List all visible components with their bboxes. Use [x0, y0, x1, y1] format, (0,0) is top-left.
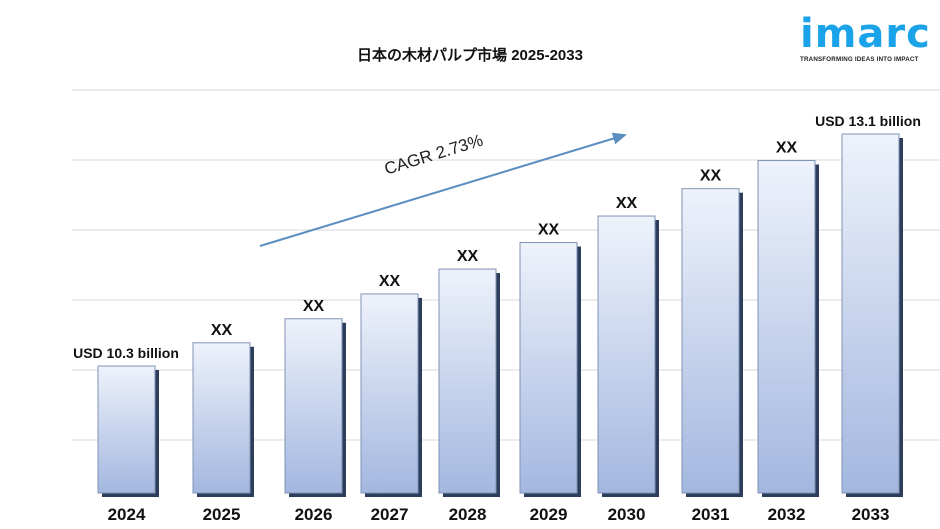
- chart-title: 日本の木材パルプ市場 2025-2033: [357, 47, 583, 64]
- x-tick-label: 2033: [852, 505, 890, 524]
- data-label: XX: [616, 195, 638, 212]
- data-label: XX: [379, 273, 401, 290]
- data-label: USD 13.1 billion: [815, 113, 921, 129]
- x-tick-label: 2026: [295, 505, 333, 524]
- x-tick-label: 2031: [692, 505, 730, 524]
- data-label: XX: [538, 222, 560, 239]
- logo-word: imarc: [800, 11, 931, 57]
- bar-2027: [360, 293, 419, 494]
- data-label: XX: [303, 298, 325, 315]
- data-label: XX: [211, 322, 233, 339]
- x-tick-label: 2032: [768, 505, 806, 524]
- data-label: XX: [776, 140, 798, 157]
- x-tick-label: 2027: [371, 505, 409, 524]
- x-tick-label: 2025: [203, 505, 241, 524]
- bar-2030: [597, 215, 656, 494]
- data-label: XX: [457, 248, 479, 265]
- x-tick-label: 2024: [108, 505, 146, 524]
- x-tick-label: 2028: [449, 505, 487, 524]
- cagr-arrow: [259, 132, 627, 247]
- data-label: XX: [700, 168, 722, 185]
- bar-2031: [681, 188, 740, 494]
- imarc-logo: imarc TRANSFORMING IDEAS INTO IMPACT: [800, 14, 930, 63]
- bar-2024: [97, 365, 156, 494]
- bar-2033: [841, 133, 900, 494]
- logo-tagline: TRANSFORMING IDEAS INTO IMPACT: [800, 56, 919, 63]
- bar-2028: [438, 268, 497, 494]
- x-tick-label: 2029: [530, 505, 568, 524]
- bar-2025: [192, 342, 251, 494]
- data-label: USD 10.3 billion: [73, 345, 179, 361]
- bar-2029: [519, 242, 578, 494]
- x-tick-label: 2030: [608, 505, 646, 524]
- bar-2026: [284, 318, 343, 494]
- bar-2032: [757, 160, 816, 494]
